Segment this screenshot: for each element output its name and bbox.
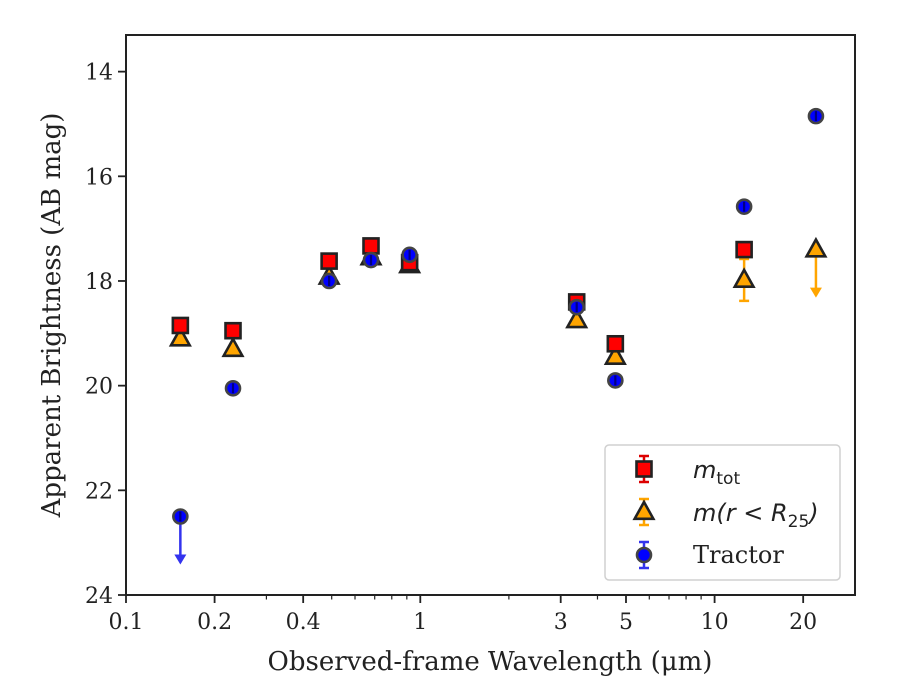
square-point: [362, 237, 380, 255]
x-tick-label: 20: [789, 610, 817, 635]
legend-box: [604, 444, 841, 581]
legend-label-mtot: mtot: [693, 456, 740, 489]
square-point: [320, 252, 338, 270]
y-tick-label: 20: [85, 375, 113, 400]
legend-label-mr25: m(r < R25): [693, 499, 819, 532]
upper-limit-arrow-head: [809, 287, 822, 298]
square-point: [224, 321, 242, 340]
triangle-point: [603, 344, 627, 365]
square-point: [171, 316, 190, 335]
y-tick-label: 22: [85, 479, 113, 504]
plot-area: [168, 107, 828, 565]
x-tick-label: 0.4: [286, 610, 321, 635]
legend-label-main: m: [693, 456, 716, 484]
triangle-point: [804, 236, 828, 258]
x-tick-label: 3: [554, 610, 568, 635]
upper-limit-arrow-head: [174, 554, 187, 565]
legend-label-sub: tot: [716, 469, 740, 489]
axes: 0.1 0.2 0.4 1 3 5 10 20 14 16 18 20 22 24: [85, 34, 856, 635]
triangle-point: [168, 325, 192, 347]
legend-label-sub: 25: [788, 512, 810, 532]
y-tick-label: 14: [85, 61, 113, 86]
x-tick-label: 10: [701, 610, 729, 635]
y-tick-label: 16: [85, 165, 113, 190]
legend-circle-marker: [635, 546, 653, 564]
y-tick-label: 18: [85, 270, 113, 295]
square-point: [606, 334, 625, 353]
legend: mtot m(r < R25) Tractor: [604, 444, 841, 581]
legend-label-suffix: ): [807, 499, 818, 527]
triangle-point: [732, 267, 756, 289]
legend-label-main: m(r < R: [693, 499, 788, 527]
triangle-point: [221, 336, 245, 358]
x-tick-label: 1: [413, 610, 427, 635]
legend-triangle-marker: [632, 499, 656, 521]
triangle-point: [565, 307, 589, 329]
legend-square-marker: [635, 460, 653, 478]
x-tick-label: 0.2: [197, 610, 232, 635]
y-axis-label: Apparent Brightness (AB mag): [37, 113, 67, 519]
x-axis-label: Observed-frame Wavelength (μm): [268, 647, 713, 677]
legend-label-tractor: Tractor: [693, 541, 784, 569]
square-point: [735, 240, 753, 259]
plot-frame: [125, 34, 856, 596]
y-tick-label: 24: [85, 584, 113, 609]
x-tick-label: 5: [619, 610, 633, 635]
x-tick-label: 0.1: [109, 610, 144, 635]
